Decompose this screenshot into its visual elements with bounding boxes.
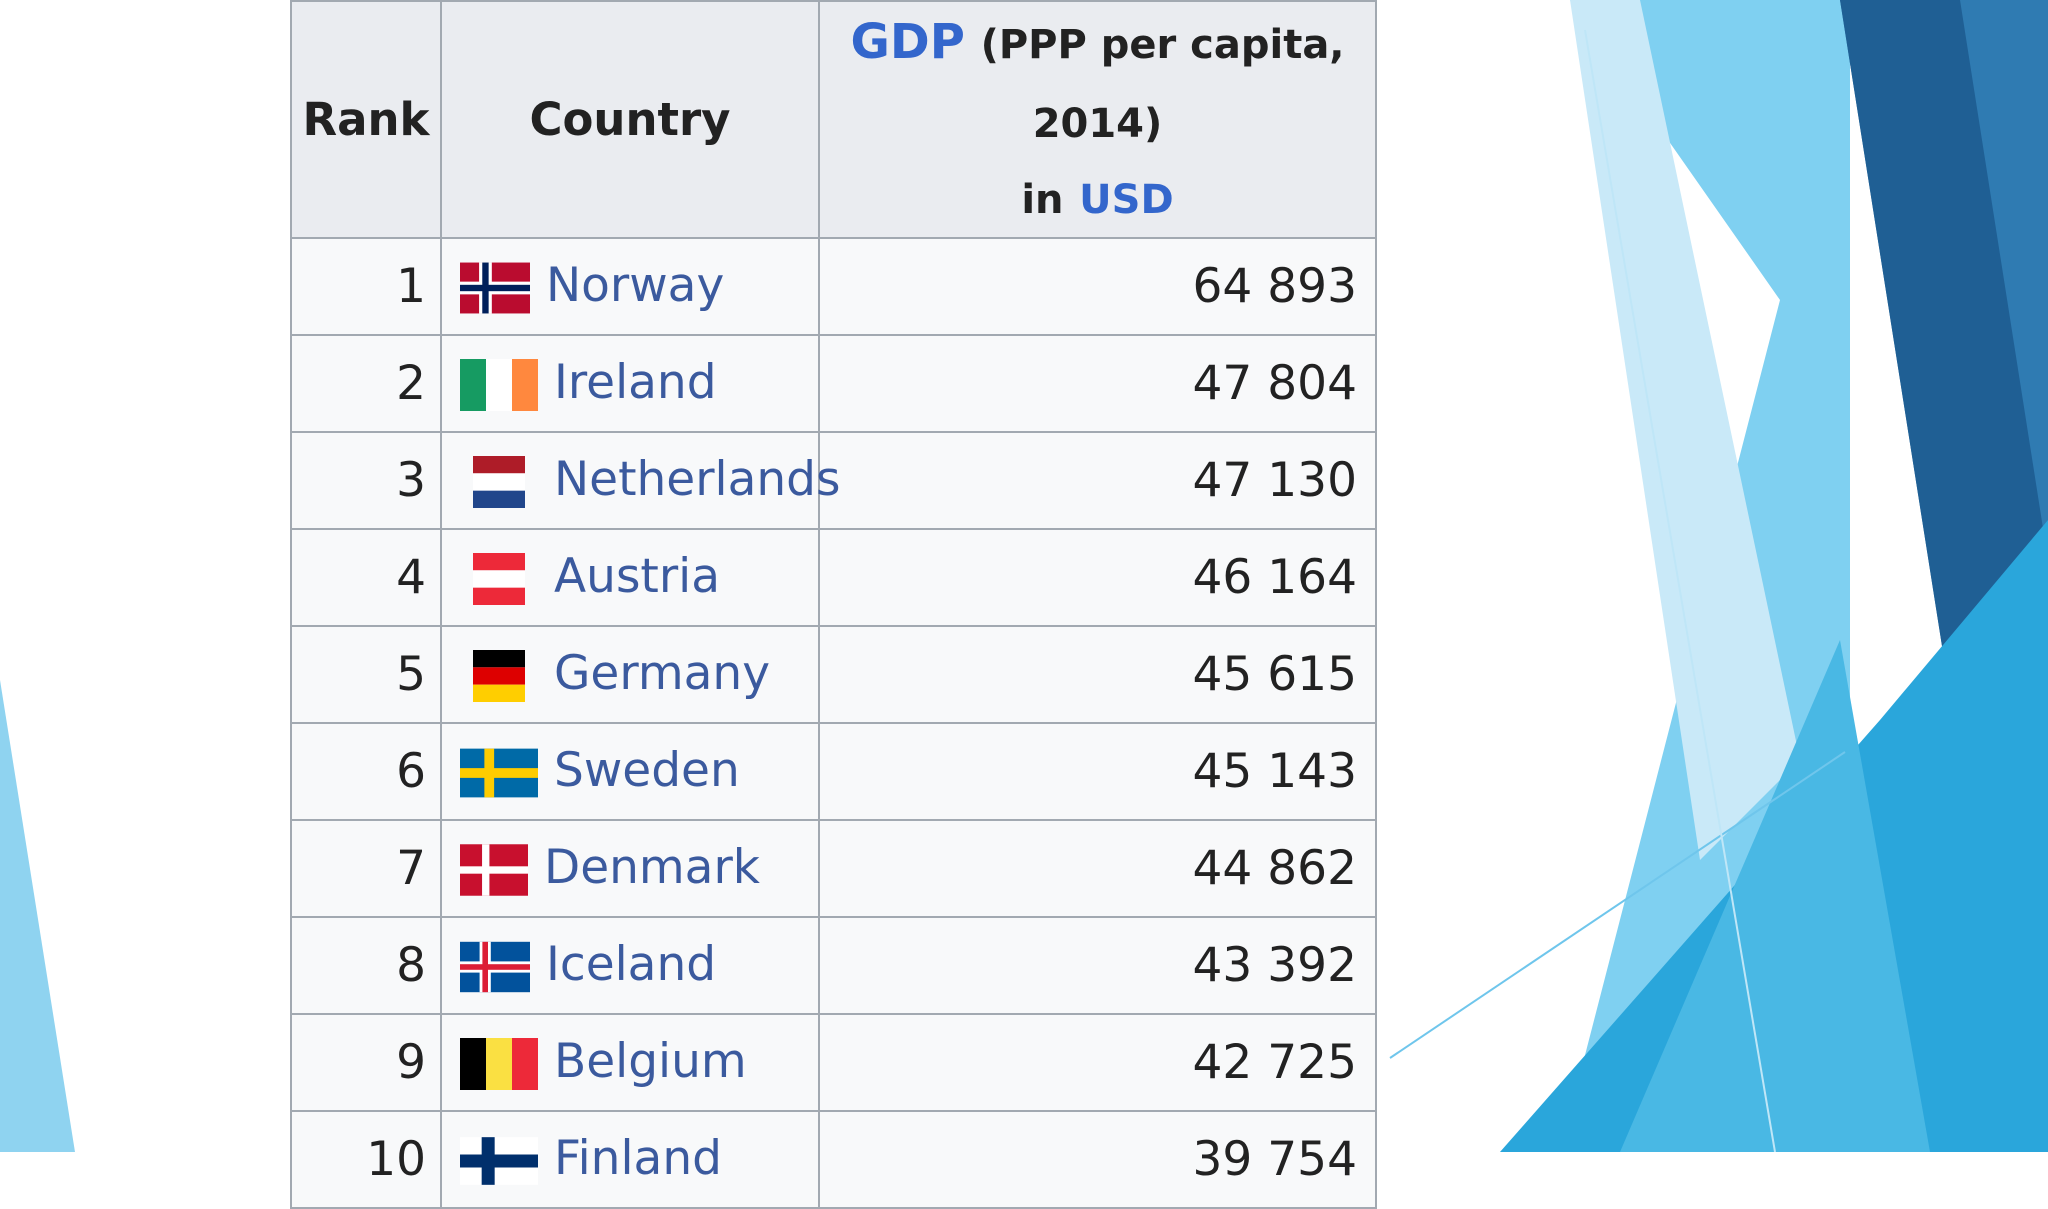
table-row: 1 Norway 64 893 — [290, 236, 1377, 336]
denmark-flag-icon[interactable] — [460, 844, 528, 897]
country-link[interactable]: Finland — [554, 1130, 722, 1186]
gdp-ranking-table: Rank Country GDP (PPP per capita, 2014) … — [290, 0, 1377, 1209]
belgium-flag-icon[interactable] — [460, 1038, 538, 1091]
country-cell: Sweden — [440, 721, 820, 821]
country-cell: Netherlands — [440, 430, 841, 530]
gdp-value-cell: 44 862 — [818, 818, 1377, 918]
table-row: 8 Iceland 43 392 — [290, 915, 1377, 1015]
country-cell: Germany — [440, 624, 820, 724]
right-mid-shard — [1620, 640, 1930, 1152]
table-row: 4 Austria 46 164 — [290, 527, 1377, 627]
country-link[interactable]: Sweden — [554, 742, 740, 798]
gdp-value-cell: 39 754 — [818, 1109, 1377, 1209]
rank-cell: 5 — [290, 624, 442, 724]
rank-cell: 7 — [290, 818, 442, 918]
country-link[interactable]: Belgium — [554, 1033, 747, 1089]
gdp-value-cell: 43 392 — [818, 915, 1377, 1015]
table-row: 7 Denmark 44 862 — [290, 818, 1377, 918]
table-row: 2 Ireland 47 804 — [290, 333, 1377, 433]
gdp-value-cell: 45 143 — [818, 721, 1377, 821]
gdp-value-cell: 64 893 — [818, 236, 1377, 336]
netherlands-flag-icon[interactable] — [460, 456, 538, 509]
gdp-header-line-1: GDP (PPP per capita, 2014) — [820, 2, 1375, 160]
rank-cell: 9 — [290, 1012, 442, 1112]
country-link[interactable]: Iceland — [546, 936, 717, 992]
right-bright-shard — [1500, 520, 2048, 1152]
slide-background-art — [0, 0, 2048, 1152]
iceland-flag-icon[interactable] — [460, 941, 530, 993]
country-link[interactable]: Denmark — [544, 839, 761, 895]
country-column-header[interactable]: Country — [440, 0, 820, 239]
country-cell: Belgium — [440, 1012, 820, 1112]
table-row: 5 Germany 45 615 — [290, 624, 1377, 724]
country-link[interactable]: Netherlands — [554, 451, 841, 507]
usd-link[interactable]: USD — [1079, 177, 1174, 224]
rank-cell: 2 — [290, 333, 442, 433]
table-row: 10 Finland 39 754 — [290, 1109, 1377, 1209]
country-cell: Denmark — [440, 818, 820, 918]
country-cell: Austria — [440, 527, 820, 627]
accent-line-2 — [1584, 29, 1776, 1152]
table-row: 6 Sweden 45 143 — [290, 721, 1377, 821]
germany-flag-icon[interactable] — [460, 650, 538, 703]
gdp-value-cell: 45 615 — [818, 624, 1377, 724]
norway-flag-icon[interactable] — [460, 262, 530, 314]
rank-cell: 1 — [290, 236, 442, 336]
country-link[interactable]: Ireland — [554, 354, 717, 410]
sweden-flag-icon[interactable] — [460, 747, 538, 799]
austria-flag-icon[interactable] — [460, 553, 538, 606]
rank-cell: 4 — [290, 527, 442, 627]
rank-cell: 6 — [290, 721, 442, 821]
rank-cell: 3 — [290, 430, 442, 530]
gdp-header-line-2: in USD — [820, 160, 1375, 237]
table-row: 3 Netherlands 47 130 — [290, 430, 1377, 530]
country-cell: Iceland — [440, 915, 820, 1015]
gdp-link[interactable]: GDP — [850, 14, 965, 70]
rank-cell: 8 — [290, 915, 442, 1015]
table-row: 9 Belgium 42 725 — [290, 1012, 1377, 1112]
finland-flag-icon[interactable] — [460, 1135, 538, 1187]
country-cell: Ireland — [440, 333, 820, 433]
gdp-column-header[interactable]: GDP (PPP per capita, 2014) in USD — [818, 0, 1377, 239]
table-body: 1 Norway 64 893 2 Ireland 47 804 3 Netherlands 4… — [290, 236, 1377, 1209]
country-cell: Norway — [440, 236, 820, 336]
gdp-value-cell: 42 725 — [818, 1012, 1377, 1112]
country-link[interactable]: Germany — [554, 645, 771, 701]
gdp-header-paren: (PPP per capita, 2014) — [980, 22, 1345, 147]
gdp-value-cell: 47 804 — [818, 333, 1377, 433]
ireland-flag-icon[interactable] — [460, 359, 538, 412]
right-pale-shard — [1570, 0, 1800, 860]
gdp-header-in: in — [1021, 177, 1064, 224]
country-cell: Finland — [440, 1109, 820, 1209]
gdp-value-cell: 46 164 — [818, 527, 1377, 627]
table-header-row: Rank Country GDP (PPP per capita, 2014) … — [290, 0, 1377, 239]
country-link[interactable]: Norway — [546, 257, 725, 313]
left-accent-triangle — [0, 680, 75, 1152]
rank-column-header[interactable]: Rank — [290, 0, 442, 239]
gdp-value-cell: 47 130 — [818, 430, 1377, 530]
rank-cell: 10 — [290, 1109, 442, 1209]
accent-line-1 — [1389, 751, 1846, 1059]
country-link[interactable]: Austria — [554, 548, 721, 604]
